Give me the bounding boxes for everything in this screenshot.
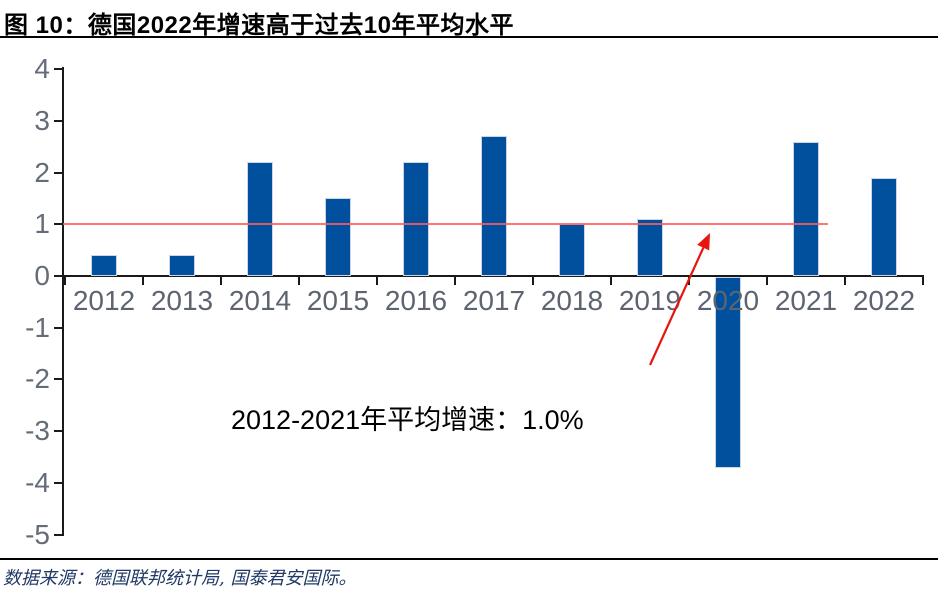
y-axis-tick xyxy=(54,533,63,536)
x-axis-label-2020: 2020 xyxy=(696,285,760,316)
y-axis-tick-label: 0 xyxy=(34,260,50,291)
y-axis-tick-label: -4 xyxy=(25,466,50,498)
average-line xyxy=(63,223,828,226)
x-axis-tick xyxy=(844,276,846,285)
y-axis-tick-label: -2 xyxy=(25,363,50,395)
bar-2019 xyxy=(637,219,663,276)
bar-2022 xyxy=(871,177,897,276)
bar-2015 xyxy=(325,198,351,276)
y-axis-line xyxy=(62,67,64,536)
x-axis-tick xyxy=(220,276,222,285)
y-axis-tick xyxy=(54,68,63,71)
y-axis-tick-label: -1 xyxy=(25,311,50,343)
x-axis-tick xyxy=(922,276,924,285)
y-axis-tick-label: 4 xyxy=(34,53,50,85)
y-axis-tick xyxy=(54,275,63,277)
y-axis-tick-label: 2 xyxy=(34,156,50,188)
x-axis-tick xyxy=(376,276,378,285)
y-axis-tick xyxy=(54,223,63,226)
x-axis-label-2021: 2021 xyxy=(774,285,838,316)
x-axis-tick xyxy=(766,276,768,285)
y-axis-tick-label: -3 xyxy=(25,415,50,447)
title-divider-line xyxy=(0,36,938,38)
x-axis-tick xyxy=(532,276,534,285)
x-axis-tick xyxy=(610,276,612,285)
x-axis-label-2016: 2016 xyxy=(384,285,448,316)
x-axis-label-2022: 2022 xyxy=(852,285,916,316)
bar-2014 xyxy=(247,162,273,276)
x-axis-label-2013: 2013 xyxy=(150,285,214,316)
y-axis-tick-label: 3 xyxy=(34,104,50,136)
x-axis-tick xyxy=(454,276,456,285)
y-axis-tick xyxy=(54,119,63,122)
x-axis-tick xyxy=(142,276,144,285)
y-axis-tick-label: -5 xyxy=(25,518,50,550)
bar-2013 xyxy=(169,255,195,276)
x-axis-tick xyxy=(688,276,690,285)
bar-2017 xyxy=(481,136,507,276)
y-axis-tick xyxy=(54,326,63,329)
x-axis-label-2012: 2012 xyxy=(72,285,136,316)
x-axis-label-2015: 2015 xyxy=(306,285,370,316)
x-axis-line xyxy=(62,275,924,277)
figure-title: 图 10：德国2022年增速高于过去10年平均水平 xyxy=(4,12,514,39)
x-axis-label-2018: 2018 xyxy=(540,285,604,316)
footer-divider-line xyxy=(0,558,938,560)
y-axis-tick xyxy=(54,481,63,484)
y-axis-tick xyxy=(54,378,63,381)
bar-chart: 4 3 2 1 0 -1 -2 -3 -4 -5 2012 2013 2014 2015 2016 2017 2… xyxy=(0,42,938,554)
bar-2018 xyxy=(559,224,585,276)
y-axis-tick xyxy=(54,430,63,433)
data-source-note: 数据来源：德国联邦统计局, 国泰君安国际。 xyxy=(3,568,357,589)
bar-2012 xyxy=(91,255,117,276)
x-axis-tick xyxy=(64,276,66,285)
y-axis-tick xyxy=(54,171,63,174)
x-axis-label-2019: 2019 xyxy=(618,285,682,316)
bar-2021 xyxy=(793,141,819,276)
bar-2016 xyxy=(403,162,429,276)
x-axis-tick xyxy=(298,276,300,285)
x-axis-label-2017: 2017 xyxy=(462,285,526,316)
x-axis-label-2014: 2014 xyxy=(228,285,292,316)
bar-2020 xyxy=(715,277,741,469)
average-line-annotation: 2012-2021年平均增速：1.0% xyxy=(231,405,584,435)
y-axis-tick-label: 1 xyxy=(34,208,50,240)
